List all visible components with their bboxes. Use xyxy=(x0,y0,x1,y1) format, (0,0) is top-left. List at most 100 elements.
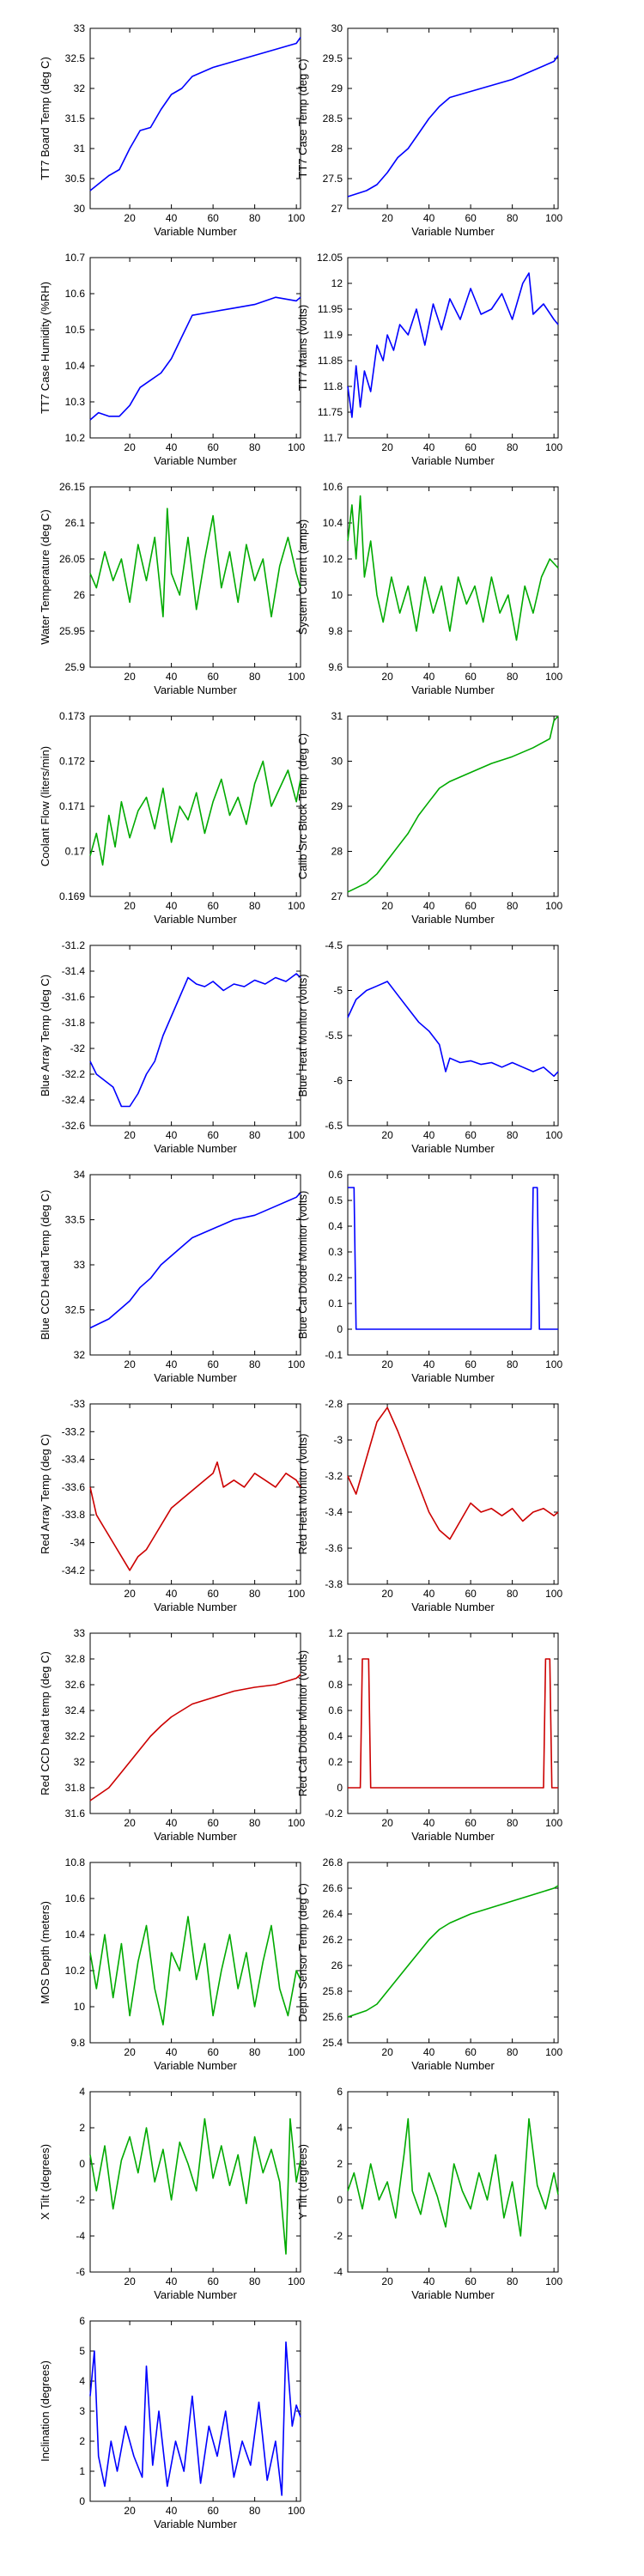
y-tick-label: 11.95 xyxy=(318,303,343,315)
x-tick-label: 20 xyxy=(381,441,393,453)
y-tick-label: 10.4 xyxy=(65,360,86,372)
y-tick-label: 31.8 xyxy=(65,1782,86,1794)
x-tick-label: 60 xyxy=(207,2275,219,2287)
x-tick-label: 40 xyxy=(166,1817,178,1829)
chart-3: 11.7 11.75 11.8 11.85 11.9 11.95 12 12.05 20 40 60… xyxy=(296,252,562,467)
series-line xyxy=(89,2341,301,2496)
x-tick-label: 100 xyxy=(545,441,562,453)
y-tick-label: 0 xyxy=(337,1782,343,1794)
y-tick-label: 10.6 xyxy=(65,288,86,300)
x-tick-label: 40 xyxy=(423,2046,435,2058)
y-tick-label: 29 xyxy=(331,800,343,812)
x-tick-label: 100 xyxy=(288,1129,305,1141)
x-tick-label: 80 xyxy=(249,2505,261,2517)
plot-frame xyxy=(89,715,301,897)
x-tick-label: 100 xyxy=(545,212,562,224)
series-line xyxy=(347,1406,559,1540)
y-tick-label: 32.5 xyxy=(65,52,86,64)
y-tick-label: 25.4 xyxy=(323,2037,343,2049)
x-tick-label: 20 xyxy=(381,1817,393,1829)
y-tick-label: 0.171 xyxy=(59,800,85,812)
y-tick-label: -5 xyxy=(333,985,343,997)
y-tick-label: 25.8 xyxy=(323,1985,343,1997)
chart-0: 30 30.5 31 31.5 32 32.5 33 20 40 60 80 100 Variable … xyxy=(39,22,305,238)
y-tick-label: 32 xyxy=(74,82,86,94)
y-tick-label: 11.9 xyxy=(324,329,343,341)
plot-frame xyxy=(89,1862,301,2044)
y-tick-label: -5.5 xyxy=(325,1030,343,1042)
x-tick-label: 20 xyxy=(124,1358,136,1370)
x-tick-label: 100 xyxy=(288,2046,305,2058)
y-tick-label: -31.4 xyxy=(62,965,86,977)
x-tick-label: 100 xyxy=(288,1817,305,1829)
series-line xyxy=(89,1461,301,1571)
x-tick-label: 20 xyxy=(381,1588,393,1600)
x-tick-label: 60 xyxy=(207,1129,219,1141)
y-tick-label: 0.4 xyxy=(328,1730,343,1742)
y-tick-label: 27.5 xyxy=(323,173,343,185)
y-tick-label: 0.173 xyxy=(59,710,85,722)
plot-frame xyxy=(89,1174,301,1356)
x-tick-label: 60 xyxy=(207,1358,219,1370)
x-tick-label: 40 xyxy=(166,2275,178,2287)
y-tick-label: -6 xyxy=(333,1075,343,1087)
y-axis-label: Calib Src Block Temp (deg C) xyxy=(296,733,309,879)
x-tick-label: 80 xyxy=(507,2046,519,2058)
y-tick-label: 10.8 xyxy=(65,1856,86,1868)
y-tick-label: -4.5 xyxy=(325,939,343,951)
chart-8: -32.6 -32.4 -32.2 -32 -31.8 -31.6 -31.4 -31.2 20… xyxy=(39,939,305,1155)
x-tick-label: 80 xyxy=(507,441,519,453)
plot-frame xyxy=(347,1632,559,1814)
y-tick-label: 6 xyxy=(337,2086,343,2098)
y-tick-label: 26.05 xyxy=(59,553,85,565)
x-tick-label: 60 xyxy=(207,2505,219,2517)
chart-7: 27 28 29 30 31 20 40 60 80 100 Variable Number Cali… xyxy=(296,710,562,926)
x-tick-label: 100 xyxy=(288,1588,305,1600)
y-tick-label: 33 xyxy=(74,22,86,34)
chart-14: 31.6 31.8 32 32.2 32.4 32.6 32.8 33 20 40 60 80 100 V… xyxy=(39,1627,305,1843)
y-tick-label: -3.8 xyxy=(325,1578,343,1590)
y-tick-label: 10.3 xyxy=(65,396,86,408)
x-tick-label: 80 xyxy=(249,2046,261,2058)
chart-19: -4 -2 0 2 4 6 20 40 60 80 100 Variable Number Y Tilt… xyxy=(296,2086,562,2301)
x-tick-label: 100 xyxy=(288,441,305,453)
y-tick-label: -2 xyxy=(76,2194,85,2206)
x-tick-label: 100 xyxy=(545,1588,562,1600)
y-tick-label: -4 xyxy=(76,2230,85,2242)
x-tick-label: 60 xyxy=(465,671,477,683)
x-tick-label: 20 xyxy=(124,671,136,683)
y-tick-label: -31.6 xyxy=(62,991,86,1003)
y-tick-label: 10 xyxy=(74,2001,86,2013)
x-tick-label: 20 xyxy=(124,2505,136,2517)
x-tick-label: 100 xyxy=(545,1358,562,1370)
series-line xyxy=(347,2117,559,2237)
y-tick-label: 4 xyxy=(79,2086,85,2098)
y-tick-label: 4 xyxy=(79,2375,85,2387)
chart-18: -6 -4 -2 0 2 4 20 40 60 80 100 Variable Number X Til… xyxy=(39,2086,305,2301)
y-tick-label: -31.8 xyxy=(62,1017,86,1029)
x-tick-label: 40 xyxy=(423,1588,435,1600)
y-axis-label: TT7 Case Humidity (%RH) xyxy=(39,282,52,414)
x-axis-label: Variable Number xyxy=(411,225,495,238)
y-tick-label: 26.1 xyxy=(65,517,86,529)
x-axis-label: Variable Number xyxy=(154,1601,237,1613)
x-axis-label: Variable Number xyxy=(411,454,495,467)
series-line xyxy=(89,2117,301,2255)
chart-4: 25.9 25.95 26 26.05 26.1 26.15 20 40 60 80 100 Vari… xyxy=(39,481,305,696)
y-axis-label: Inclination (degrees) xyxy=(39,2360,52,2462)
x-tick-label: 100 xyxy=(288,671,305,683)
chart-10: 32 32.5 33 33.5 34 20 40 60 80 100 Variable Number… xyxy=(39,1169,305,1384)
x-tick-label: 100 xyxy=(545,1129,562,1141)
x-tick-label: 60 xyxy=(207,671,219,683)
y-axis-label: System Current (amps) xyxy=(296,519,309,635)
y-tick-label: 2 xyxy=(79,2435,85,2447)
y-tick-label: 26.8 xyxy=(323,1856,343,1868)
y-tick-label: 12 xyxy=(331,277,343,289)
series-line xyxy=(89,37,301,191)
y-tick-label: 0.169 xyxy=(59,890,85,902)
y-tick-label: 10.2 xyxy=(323,553,343,565)
x-tick-label: 40 xyxy=(423,1129,435,1141)
series-line xyxy=(347,55,559,197)
y-tick-label: 4 xyxy=(337,2122,343,2134)
